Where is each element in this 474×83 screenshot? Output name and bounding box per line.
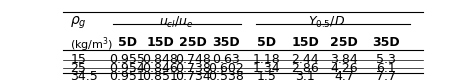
Text: 0.748: 0.748 bbox=[175, 53, 211, 66]
Text: 25D: 25D bbox=[180, 36, 207, 49]
Text: 0.738: 0.738 bbox=[175, 62, 211, 75]
Text: 0.955: 0.955 bbox=[109, 53, 145, 66]
Text: 1.34: 1.34 bbox=[253, 62, 281, 75]
Text: 5D: 5D bbox=[118, 36, 137, 49]
Text: 0.954: 0.954 bbox=[109, 62, 145, 75]
Text: 4.26: 4.26 bbox=[330, 62, 358, 75]
Text: 0.851: 0.851 bbox=[142, 70, 178, 83]
Text: 0.848: 0.848 bbox=[142, 53, 178, 66]
Text: 5D: 5D bbox=[257, 36, 276, 49]
Text: 7.7: 7.7 bbox=[376, 70, 396, 83]
Text: 6.1: 6.1 bbox=[376, 62, 396, 75]
Text: 0.951: 0.951 bbox=[109, 70, 145, 83]
Text: 0.734: 0.734 bbox=[175, 70, 211, 83]
Text: 1.18: 1.18 bbox=[253, 53, 281, 66]
Text: 15D: 15D bbox=[146, 36, 174, 49]
Text: 0.846: 0.846 bbox=[142, 62, 178, 75]
Text: 2.86: 2.86 bbox=[292, 62, 319, 75]
Text: 34.5: 34.5 bbox=[70, 70, 98, 83]
Text: 35D: 35D bbox=[212, 36, 240, 49]
Text: 5.3: 5.3 bbox=[376, 53, 396, 66]
Text: 0.602: 0.602 bbox=[209, 62, 244, 75]
Text: 3.1: 3.1 bbox=[295, 70, 315, 83]
Text: 0.538: 0.538 bbox=[209, 70, 244, 83]
Text: 25D: 25D bbox=[330, 36, 358, 49]
Text: $\rho_g$: $\rho_g$ bbox=[70, 15, 87, 31]
Text: 15D: 15D bbox=[292, 36, 319, 49]
Text: $u_{cl}/u_e$: $u_{cl}/u_e$ bbox=[159, 15, 194, 30]
Text: 3.84: 3.84 bbox=[330, 53, 358, 66]
Text: 35D: 35D bbox=[373, 36, 400, 49]
Text: $Y_{0.5}/D$: $Y_{0.5}/D$ bbox=[308, 15, 345, 30]
Text: 25: 25 bbox=[70, 62, 86, 75]
Text: 0.63: 0.63 bbox=[212, 53, 240, 66]
Text: 4.7: 4.7 bbox=[334, 70, 354, 83]
Text: 2.44: 2.44 bbox=[292, 53, 319, 66]
Text: (kg/m$^3$): (kg/m$^3$) bbox=[70, 36, 113, 54]
Text: 1.5: 1.5 bbox=[257, 70, 277, 83]
Text: 15: 15 bbox=[70, 53, 86, 66]
